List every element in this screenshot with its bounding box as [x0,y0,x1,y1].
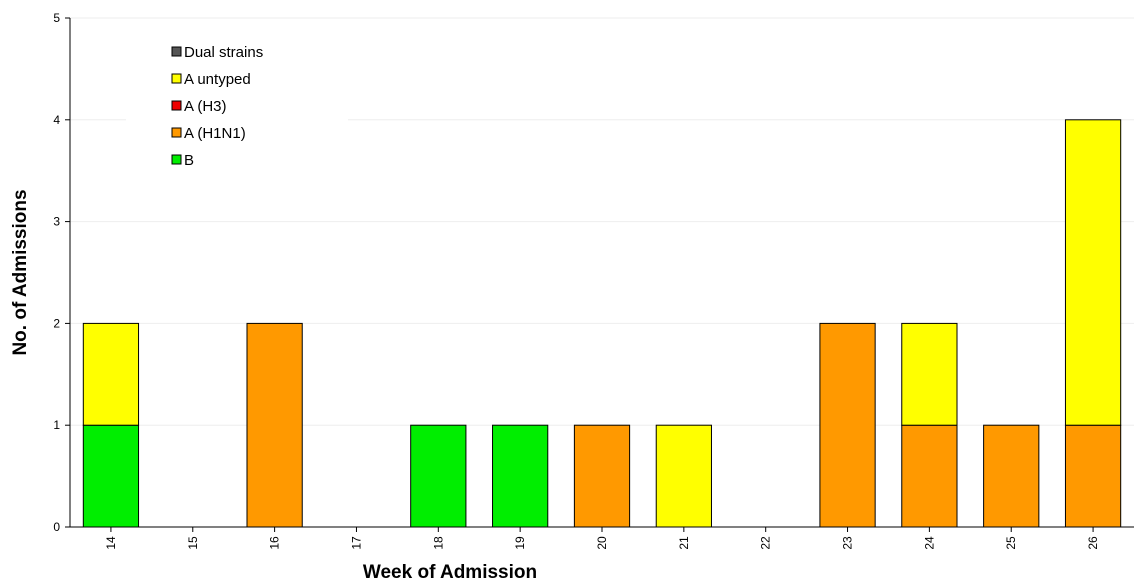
y-tick-label: 2 [53,316,60,330]
y-axis-title: No. of Admissions [10,189,31,355]
x-tick-label: 21 [677,536,691,550]
y-tick-label: 1 [53,418,60,432]
x-tick-label: 15 [186,536,200,550]
x-tick-label: 14 [104,536,118,550]
x-axis-title: Week of Admission [363,562,537,583]
y-tick-label: 4 [53,113,60,127]
x-tick-label: 23 [841,536,855,550]
legend-swatch [171,127,182,138]
bar-segment [901,424,958,528]
x-tick-label: 18 [431,536,445,550]
legend-label: B [184,152,194,169]
bar-segment [82,424,140,528]
x-ticks: 14 15 16 17 18 19 20 21 22 23 24 25 26 [104,527,1100,550]
legend-label: A (H1N1) [184,125,246,142]
bar-segment [82,322,140,426]
x-tick-label: 16 [268,536,282,550]
x-tick-label: 19 [513,536,527,550]
bar-segment [492,424,549,528]
bar-segment [246,322,303,528]
y-tick-label: 3 [53,215,60,229]
y-tick-label: 0 [53,520,60,534]
legend-swatch [171,100,182,111]
bar-segment [819,322,876,528]
x-tick-label: 22 [759,536,773,550]
bar-segment [573,424,631,528]
x-tick-label: 24 [922,536,936,550]
bar-segment [655,424,712,528]
x-tick-label: 25 [1004,536,1018,550]
x-tick-label: 26 [1086,536,1100,550]
y-tick-label: 5 [53,11,60,25]
legend-label: A untyped [184,71,251,88]
legend: Dual strains A untyped A (H3) A (H1N1) B [126,34,348,184]
x-tick-label: 20 [595,536,609,550]
bar-segment [1064,424,1122,528]
x-tick-label: 17 [349,536,363,550]
legend-swatch [171,46,182,57]
bar-segment [1064,119,1122,426]
legend-swatch [171,73,182,84]
bar-segment [901,322,958,426]
bar-segment [983,424,1040,528]
legend-label: A (H3) [184,98,227,115]
legend-box [126,34,348,184]
legend-swatch [171,154,182,165]
y-ticks: 0 1 2 3 4 5 [53,11,70,534]
bars [82,119,1122,528]
legend-label: Dual strains [184,44,263,61]
bar-segment [410,424,467,528]
